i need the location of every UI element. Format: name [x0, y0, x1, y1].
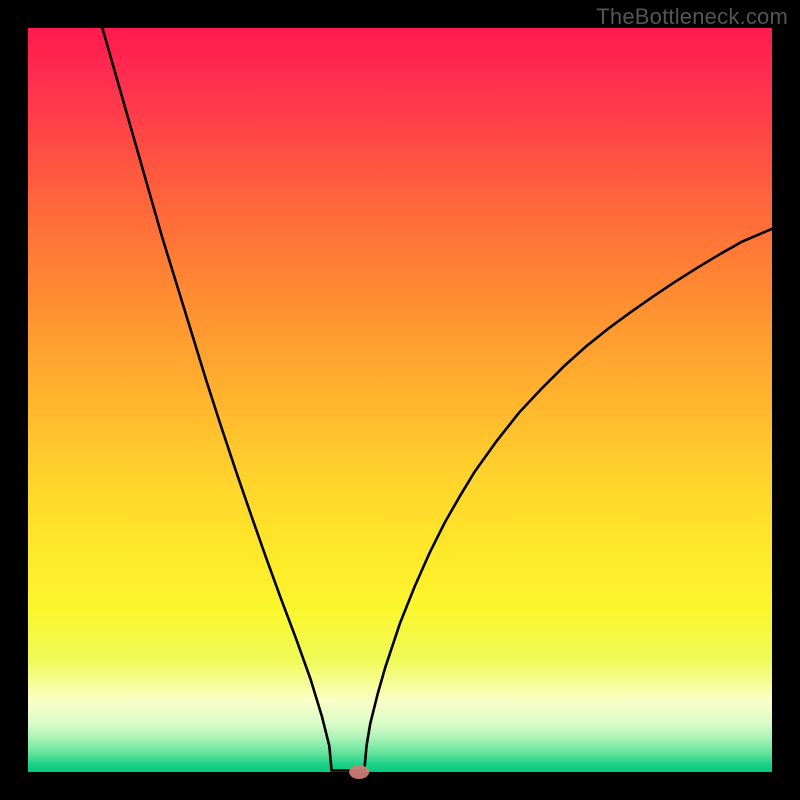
optimum-marker — [349, 765, 369, 779]
gradient-background — [28, 28, 772, 772]
chart-frame: TheBottleneck.com — [0, 0, 800, 800]
watermark-text: TheBottleneck.com — [596, 4, 788, 30]
bottleneck-gradient-chart — [0, 0, 800, 800]
